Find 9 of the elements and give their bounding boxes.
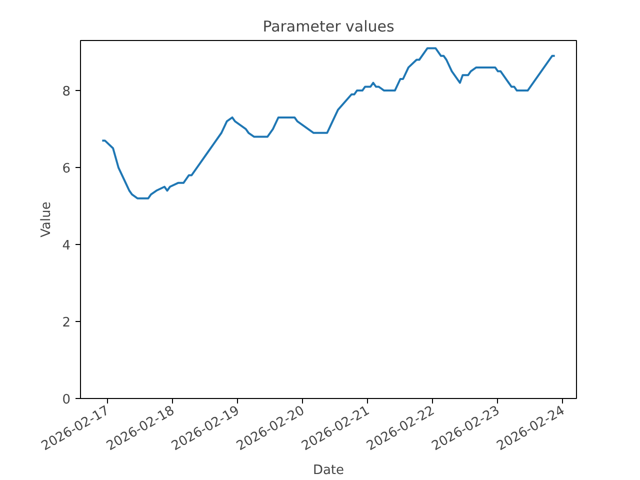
x-axis-title: Date bbox=[312, 462, 344, 478]
chart-title: Parameter values bbox=[262, 18, 394, 36]
y-tick-label: 8 bbox=[62, 84, 71, 100]
y-tick-label: 0 bbox=[62, 392, 71, 408]
line-series bbox=[101, 47, 556, 200]
y-tick-label: 6 bbox=[62, 162, 71, 177]
y-tick-label: 4 bbox=[62, 238, 71, 254]
y-axis-title: Value bbox=[39, 202, 54, 238]
y-tick-label: 2 bbox=[62, 316, 71, 331]
